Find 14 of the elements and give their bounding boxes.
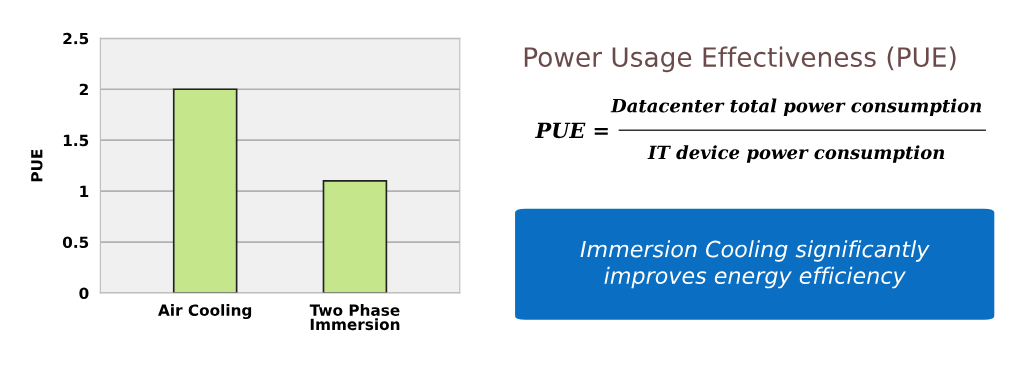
text: Power Usage Effectiveness (PUE) [524,46,956,73]
y-tick-label: 1.5 [63,134,89,147]
x-tick-label: Air Cooling [158,304,252,320]
text: IT device power consumption [647,145,945,163]
y-tick-label: 2 [79,83,88,96]
y-tick-label: 0.5 [62,236,89,249]
y-axis-title: PUE [31,149,43,182]
x-tick-label: Two Phase Immersion [309,304,400,331]
text: PUE = [535,122,608,139]
y-tick-label: 0 [79,287,89,300]
text: Datacenter total power consumption [610,98,982,116]
text: Immersion Cooling significantly improves energy efficiency [580,240,930,289]
y-tick-label: 2.5 [63,32,89,45]
y-tick-label: 1 [80,185,89,197]
